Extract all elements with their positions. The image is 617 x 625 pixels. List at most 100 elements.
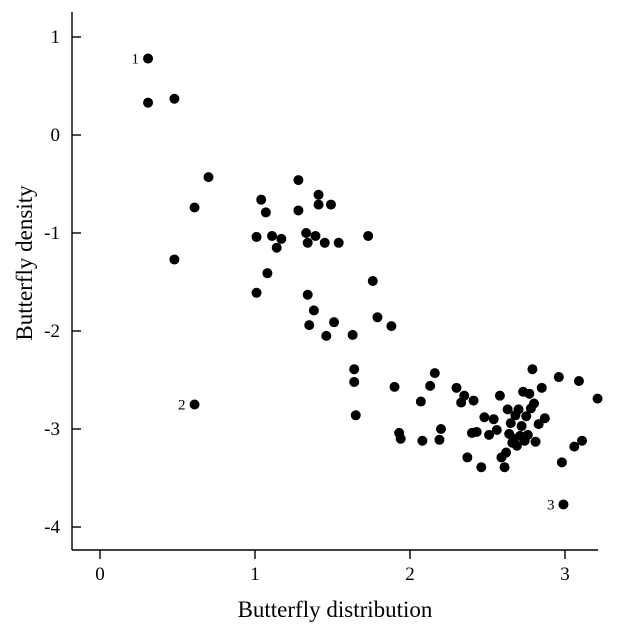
data-point (529, 398, 539, 409)
data-point (143, 53, 154, 64)
y-axis-title: Butterfly density (12, 185, 37, 341)
data-point (367, 276, 378, 287)
x-tick-label: 0 (95, 564, 105, 585)
data-point (350, 410, 361, 421)
data-point (558, 499, 569, 510)
data-point (260, 207, 271, 218)
data-point (329, 317, 340, 328)
y-tick-label: -2 (44, 321, 60, 342)
y-tick-label: -3 (44, 419, 60, 440)
data-point (494, 390, 505, 401)
data-point (301, 228, 312, 238)
data-point (459, 390, 470, 401)
data-point (349, 376, 360, 387)
data-point (502, 404, 513, 415)
point-label: 2 (178, 398, 186, 414)
data-point (267, 230, 278, 241)
data-point (293, 205, 304, 216)
x-tick-label: 2 (405, 564, 415, 585)
x-tick-label: 3 (560, 564, 570, 585)
x-tick-label: 1 (250, 564, 260, 585)
data-point (536, 382, 547, 393)
data-point (479, 412, 490, 423)
point-annotations: 1 2 3 (132, 52, 555, 514)
data-point (310, 230, 321, 241)
data-point (501, 447, 512, 458)
data-point (251, 287, 262, 298)
y-axis-ticks: 1 0 -1 -2 -3 -4 (44, 27, 81, 538)
data-point (417, 435, 428, 446)
data-point (262, 268, 273, 279)
data-point (533, 419, 544, 430)
data-point (319, 237, 330, 248)
data-point (491, 424, 502, 435)
data-point (143, 97, 154, 108)
data-point (189, 399, 200, 410)
y-tick-label: 1 (51, 27, 61, 48)
data-point (524, 388, 535, 399)
data-point (203, 172, 214, 183)
data-point (313, 189, 324, 200)
data-point (302, 289, 313, 300)
data-point (347, 329, 358, 340)
data-point (372, 312, 383, 323)
x-axis-title: Butterfly distribution (238, 597, 433, 622)
data-point (499, 462, 510, 473)
data-point (304, 320, 315, 331)
data-point (476, 462, 487, 473)
data-point (468, 395, 479, 406)
data-point (484, 429, 495, 440)
data-point (302, 237, 313, 248)
data-point (333, 237, 344, 248)
data-point (513, 404, 524, 415)
data-point (415, 396, 426, 407)
data-point (429, 368, 440, 379)
data-point (386, 321, 397, 332)
data-point (527, 364, 538, 375)
data-point (451, 382, 462, 393)
data-point (573, 375, 584, 386)
data-point (276, 233, 287, 244)
data-point (553, 372, 564, 383)
data-point (308, 305, 319, 316)
data-point (271, 242, 282, 253)
data-point (251, 231, 262, 242)
data-point (522, 429, 533, 440)
data-point (321, 330, 332, 341)
data-point (395, 433, 406, 444)
data-point (293, 175, 304, 186)
data-point (425, 380, 436, 391)
point-label: 3 (547, 497, 555, 513)
data-point (189, 202, 200, 213)
data-point (169, 93, 180, 104)
data-point (325, 199, 336, 210)
data-point (462, 452, 473, 463)
y-tick-label: -1 (44, 223, 60, 244)
data-point (349, 364, 360, 375)
y-tick-label: 0 (51, 125, 61, 146)
data-point (313, 199, 324, 210)
data-point (256, 194, 267, 205)
point-label: 1 (132, 52, 140, 68)
data-point (592, 393, 603, 404)
data-point (434, 434, 445, 445)
data-point (530, 436, 541, 447)
data-point (511, 440, 522, 451)
data-point (505, 418, 516, 429)
data-point (577, 435, 588, 446)
data-point (539, 413, 550, 424)
data-point (436, 424, 446, 434)
data-point (521, 411, 532, 422)
y-tick-label: -4 (44, 517, 60, 538)
data-point (516, 421, 527, 432)
x-axis-ticks: 0 1 2 3 (95, 550, 570, 585)
data-point (471, 426, 482, 437)
data-points (143, 53, 603, 510)
data-point (569, 441, 580, 452)
data-point (488, 414, 499, 425)
data-point (556, 457, 567, 468)
data-point (389, 381, 400, 392)
data-point (363, 230, 374, 241)
data-point (169, 254, 180, 265)
